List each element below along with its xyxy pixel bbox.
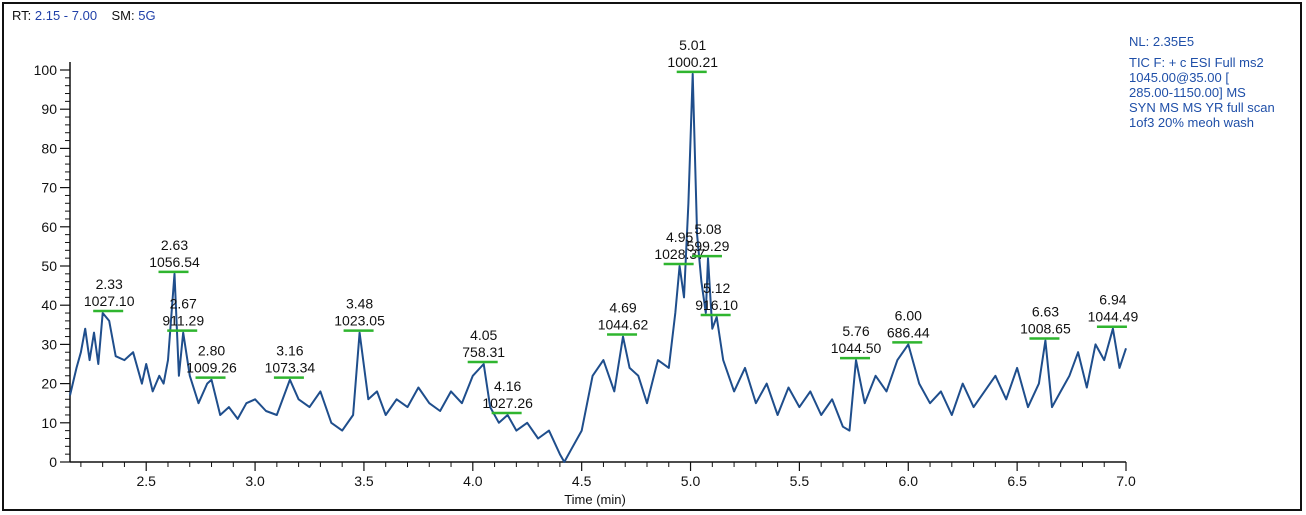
peak-rt-label: 2.33	[96, 276, 123, 292]
y-tick-label: 70	[41, 180, 57, 196]
peak-mz-label: 1000.21	[667, 54, 718, 70]
peak-mz-label: 1023.05	[334, 313, 385, 329]
peak-mz-label: 1028.37	[654, 246, 705, 262]
peak-mz-label: 911.29	[162, 313, 204, 329]
peak-rt-label: 6.94	[1099, 292, 1126, 308]
sm-value: 5G	[138, 8, 156, 23]
y-tick-label: 0	[49, 454, 57, 470]
peak-rt-label: 6.00	[895, 307, 922, 323]
normalization-level: NL: 2.35E5	[1129, 34, 1195, 49]
peak-mz-label: 1044.62	[598, 317, 649, 333]
peak-mz-label: 1073.34	[265, 360, 316, 376]
peak-mz-label: 1044.50	[831, 340, 882, 356]
peak-rt-label: 6.63	[1032, 303, 1059, 319]
y-tick-label: 60	[41, 219, 57, 235]
x-tick-label: 3.0	[245, 473, 265, 489]
x-tick-label: 6.5	[1007, 473, 1027, 489]
y-tick-label: 40	[41, 297, 57, 313]
peak-rt-label: 4.69	[609, 300, 636, 316]
peak-rt-label: 5.12	[703, 280, 730, 296]
x-tick-label: 2.5	[136, 473, 156, 489]
y-tick-label: 20	[41, 376, 57, 392]
peak-rt-label: 4.95	[666, 229, 693, 245]
peak-mz-label: 1027.26	[482, 395, 533, 411]
y-tick-label: 30	[41, 336, 57, 352]
peak-mz-label: 1056.54	[149, 254, 200, 270]
peak-mz-label: 686.44	[887, 324, 930, 340]
sm-label: SM:	[111, 8, 135, 23]
traces	[69, 72, 1127, 463]
peak-rt-label: 5.01	[679, 37, 706, 53]
peak-mz-label: 1044.49	[1088, 309, 1139, 325]
peak-rt-label: 5.76	[842, 323, 869, 339]
peak-rt-label: 3.16	[276, 343, 303, 359]
scan-info-line: 285.00-1150.00] MS	[1129, 85, 1246, 100]
y-tick-label: 80	[41, 140, 57, 156]
x-tick-label: 5.5	[790, 473, 810, 489]
range-header: RT: 2.15 - 7.00 SM: 5G	[12, 8, 156, 23]
peak-mz-label: 1008.65	[1020, 320, 1071, 336]
peak-mz-label: 599.29	[687, 238, 730, 254]
x-tick-label: 7.0	[1116, 473, 1136, 489]
axes: 0 10 20 30 40 50 60 70 80 90 100 2.5 3.0 3.5 4.0 4.5 5.0…	[34, 62, 1136, 489]
peak-rt-label: 2.80	[198, 343, 225, 359]
scan-info-line: 1045.00@35.00 [	[1129, 70, 1229, 85]
peak-rt-label: 2.67	[170, 296, 197, 312]
y-tick-label: 50	[41, 258, 57, 274]
scan-info-panel: NL: 2.35E5 TIC F: + c ESI Full ms2 1045.…	[1129, 34, 1304, 130]
peak-rt-label: 4.16	[494, 378, 521, 394]
peak-mz-label: 1027.10	[84, 293, 135, 309]
peak-mz-label: 758.31	[462, 344, 505, 360]
scan-info-line: TIC F: + c ESI Full ms2	[1129, 55, 1264, 70]
peak-rt-label: 5.08	[694, 221, 721, 237]
y-tick-label: 10	[41, 415, 57, 431]
scan-info-line: SYN MS MS YR full scan	[1129, 100, 1275, 115]
peak-rt-label: 2.63	[161, 237, 188, 253]
peak-rt-label: 3.48	[346, 296, 373, 312]
y-tick-label: 100	[34, 62, 58, 78]
rt-label: RT:	[12, 8, 32, 23]
peak-mz-label: 1009.26	[186, 360, 237, 376]
x-tick-label: 6.0	[899, 473, 919, 489]
x-tick-label: 3.5	[354, 473, 374, 489]
x-tick-label: 4.5	[572, 473, 592, 489]
tic-trace	[69, 72, 1127, 463]
rt-value: 2.15 - 7.00	[34, 8, 98, 23]
peak-rt-label: 4.05	[470, 327, 497, 343]
y-tick-label: 90	[41, 101, 57, 117]
x-tick-label: 4.0	[463, 473, 483, 489]
x-axis-label: Time (min)	[564, 492, 626, 507]
peak-mz-label: 916.10	[695, 297, 738, 313]
scan-info-line: 1of3 20% meoh wash	[1129, 115, 1255, 130]
x-tick-label: 5.0	[681, 473, 701, 489]
